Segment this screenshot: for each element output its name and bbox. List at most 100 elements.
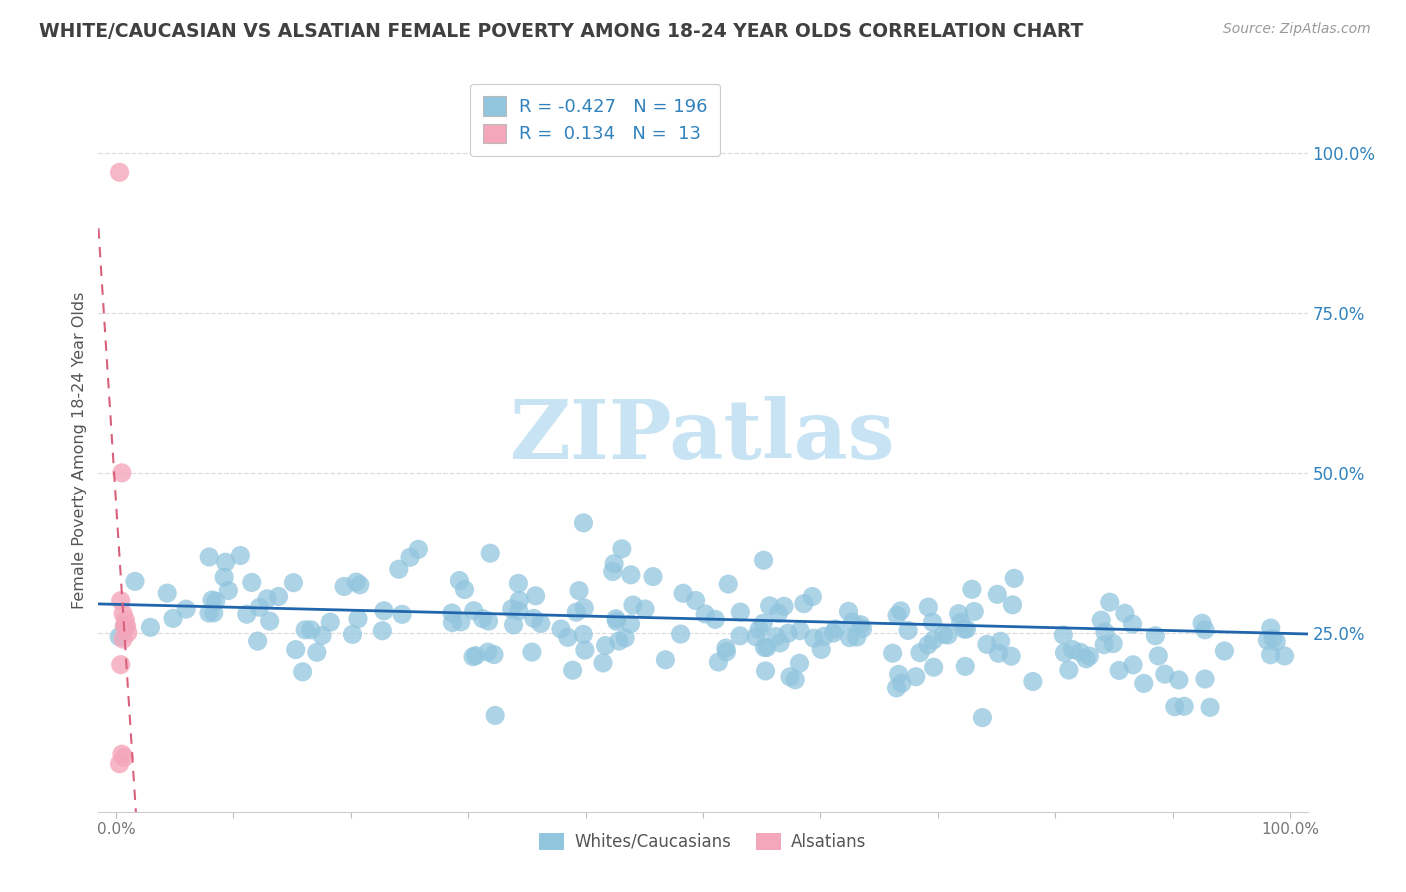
- Point: [388, 562, 411, 576]
- Point: [704, 612, 727, 626]
- Point: [976, 637, 998, 651]
- Point: [464, 648, 486, 663]
- Point: [572, 516, 595, 530]
- Point: [730, 605, 752, 619]
- Point: [922, 632, 945, 647]
- Point: [1062, 642, 1084, 657]
- Point: [1052, 628, 1074, 642]
- Point: [1167, 673, 1189, 687]
- Point: [748, 623, 770, 637]
- Point: [399, 550, 422, 565]
- Point: [641, 569, 664, 583]
- Point: [595, 639, 617, 653]
- Point: [574, 601, 596, 615]
- Point: [1132, 676, 1154, 690]
- Legend: Whites/Caucasians, Alsatians: Whites/Caucasians, Alsatians: [533, 826, 873, 857]
- Point: [897, 624, 920, 638]
- Point: [837, 604, 859, 618]
- Point: [124, 574, 146, 589]
- Point: [449, 574, 471, 588]
- Point: [886, 681, 908, 695]
- Point: [108, 165, 131, 179]
- Point: [1098, 595, 1121, 609]
- Point: [283, 575, 305, 590]
- Point: [333, 579, 356, 593]
- Text: Source: ZipAtlas.com: Source: ZipAtlas.com: [1223, 22, 1371, 37]
- Point: [111, 747, 134, 761]
- Point: [450, 615, 472, 629]
- Point: [851, 622, 873, 636]
- Point: [932, 627, 955, 641]
- Point: [198, 549, 221, 564]
- Point: [987, 646, 1010, 660]
- Point: [669, 627, 692, 641]
- Point: [112, 607, 135, 621]
- Point: [1191, 616, 1213, 631]
- Point: [960, 582, 983, 597]
- Point: [955, 659, 977, 673]
- Point: [294, 623, 316, 637]
- Point: [391, 607, 413, 622]
- Point: [936, 628, 959, 642]
- Point: [707, 655, 730, 669]
- Point: [758, 599, 780, 613]
- Point: [602, 565, 624, 579]
- Point: [1199, 700, 1222, 714]
- Point: [1147, 648, 1170, 663]
- Point: [162, 611, 184, 625]
- Point: [520, 645, 543, 659]
- Point: [236, 607, 259, 622]
- Point: [305, 645, 328, 659]
- Point: [1122, 657, 1144, 672]
- Point: [479, 546, 502, 560]
- Point: [574, 643, 596, 657]
- Point: [605, 612, 627, 626]
- Point: [112, 632, 135, 646]
- Point: [114, 613, 136, 627]
- Point: [716, 645, 738, 659]
- Point: [752, 616, 775, 631]
- Point: [267, 590, 290, 604]
- Point: [1153, 667, 1175, 681]
- Point: [453, 582, 475, 597]
- Point: [550, 622, 572, 636]
- Point: [813, 629, 835, 643]
- Point: [1090, 613, 1112, 627]
- Point: [344, 575, 367, 590]
- Point: [1078, 649, 1101, 664]
- Point: [508, 604, 530, 618]
- Point: [319, 615, 342, 629]
- Point: [654, 653, 676, 667]
- Point: [108, 630, 131, 644]
- Point: [441, 615, 464, 630]
- Point: [810, 642, 832, 657]
- Point: [112, 750, 135, 764]
- Point: [695, 607, 717, 621]
- Point: [921, 615, 943, 630]
- Point: [373, 604, 395, 618]
- Point: [461, 649, 484, 664]
- Point: [610, 541, 633, 556]
- Point: [614, 631, 637, 645]
- Point: [1000, 649, 1022, 664]
- Point: [779, 670, 801, 684]
- Point: [728, 629, 751, 643]
- Point: [110, 657, 132, 672]
- Point: [1194, 623, 1216, 637]
- Point: [904, 670, 927, 684]
- Point: [349, 578, 371, 592]
- Point: [714, 641, 737, 656]
- Point: [347, 612, 370, 626]
- Point: [672, 586, 695, 600]
- Point: [768, 606, 790, 620]
- Point: [1001, 598, 1024, 612]
- Point: [841, 615, 863, 629]
- Point: [986, 587, 1008, 601]
- Point: [953, 622, 976, 636]
- Point: [890, 676, 912, 690]
- Point: [908, 646, 931, 660]
- Point: [1261, 632, 1284, 646]
- Point: [949, 615, 972, 630]
- Point: [887, 667, 910, 681]
- Point: [1057, 663, 1080, 677]
